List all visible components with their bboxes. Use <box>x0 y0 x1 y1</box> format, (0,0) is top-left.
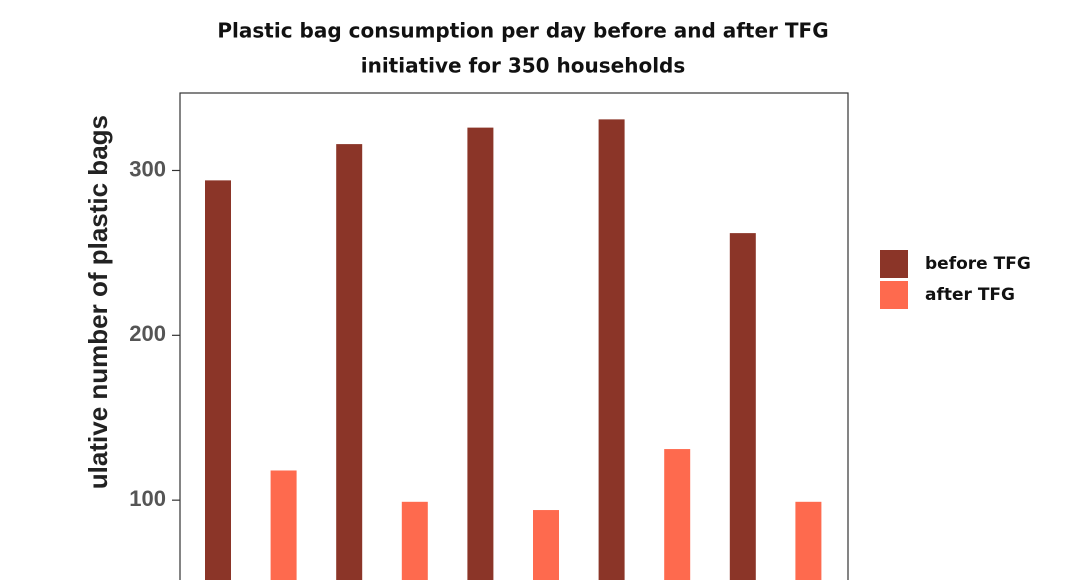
legend-key <box>880 250 908 278</box>
chart-title: Plastic bag consumption per day before a… <box>217 19 828 43</box>
bar <box>795 501 822 580</box>
legend-key <box>880 281 908 309</box>
bar <box>401 501 428 580</box>
y-tick-label: 100 <box>129 486 166 511</box>
bar <box>336 144 363 580</box>
chart-title: initiative for 350 households <box>361 54 686 78</box>
legend-label: before TFG <box>925 254 1031 274</box>
bar <box>729 233 756 580</box>
bar <box>467 127 494 580</box>
bar <box>205 180 231 580</box>
legend-label: after TFG <box>925 285 1015 305</box>
panel-border <box>179 92 849 580</box>
y-tick-label: 300 <box>129 156 166 181</box>
bar <box>664 449 691 580</box>
bar <box>270 470 297 580</box>
y-tick-label: 200 <box>129 321 166 346</box>
bar <box>598 119 625 580</box>
y-axis-label: ulative number of plastic bags <box>83 115 113 489</box>
bar <box>533 510 559 580</box>
